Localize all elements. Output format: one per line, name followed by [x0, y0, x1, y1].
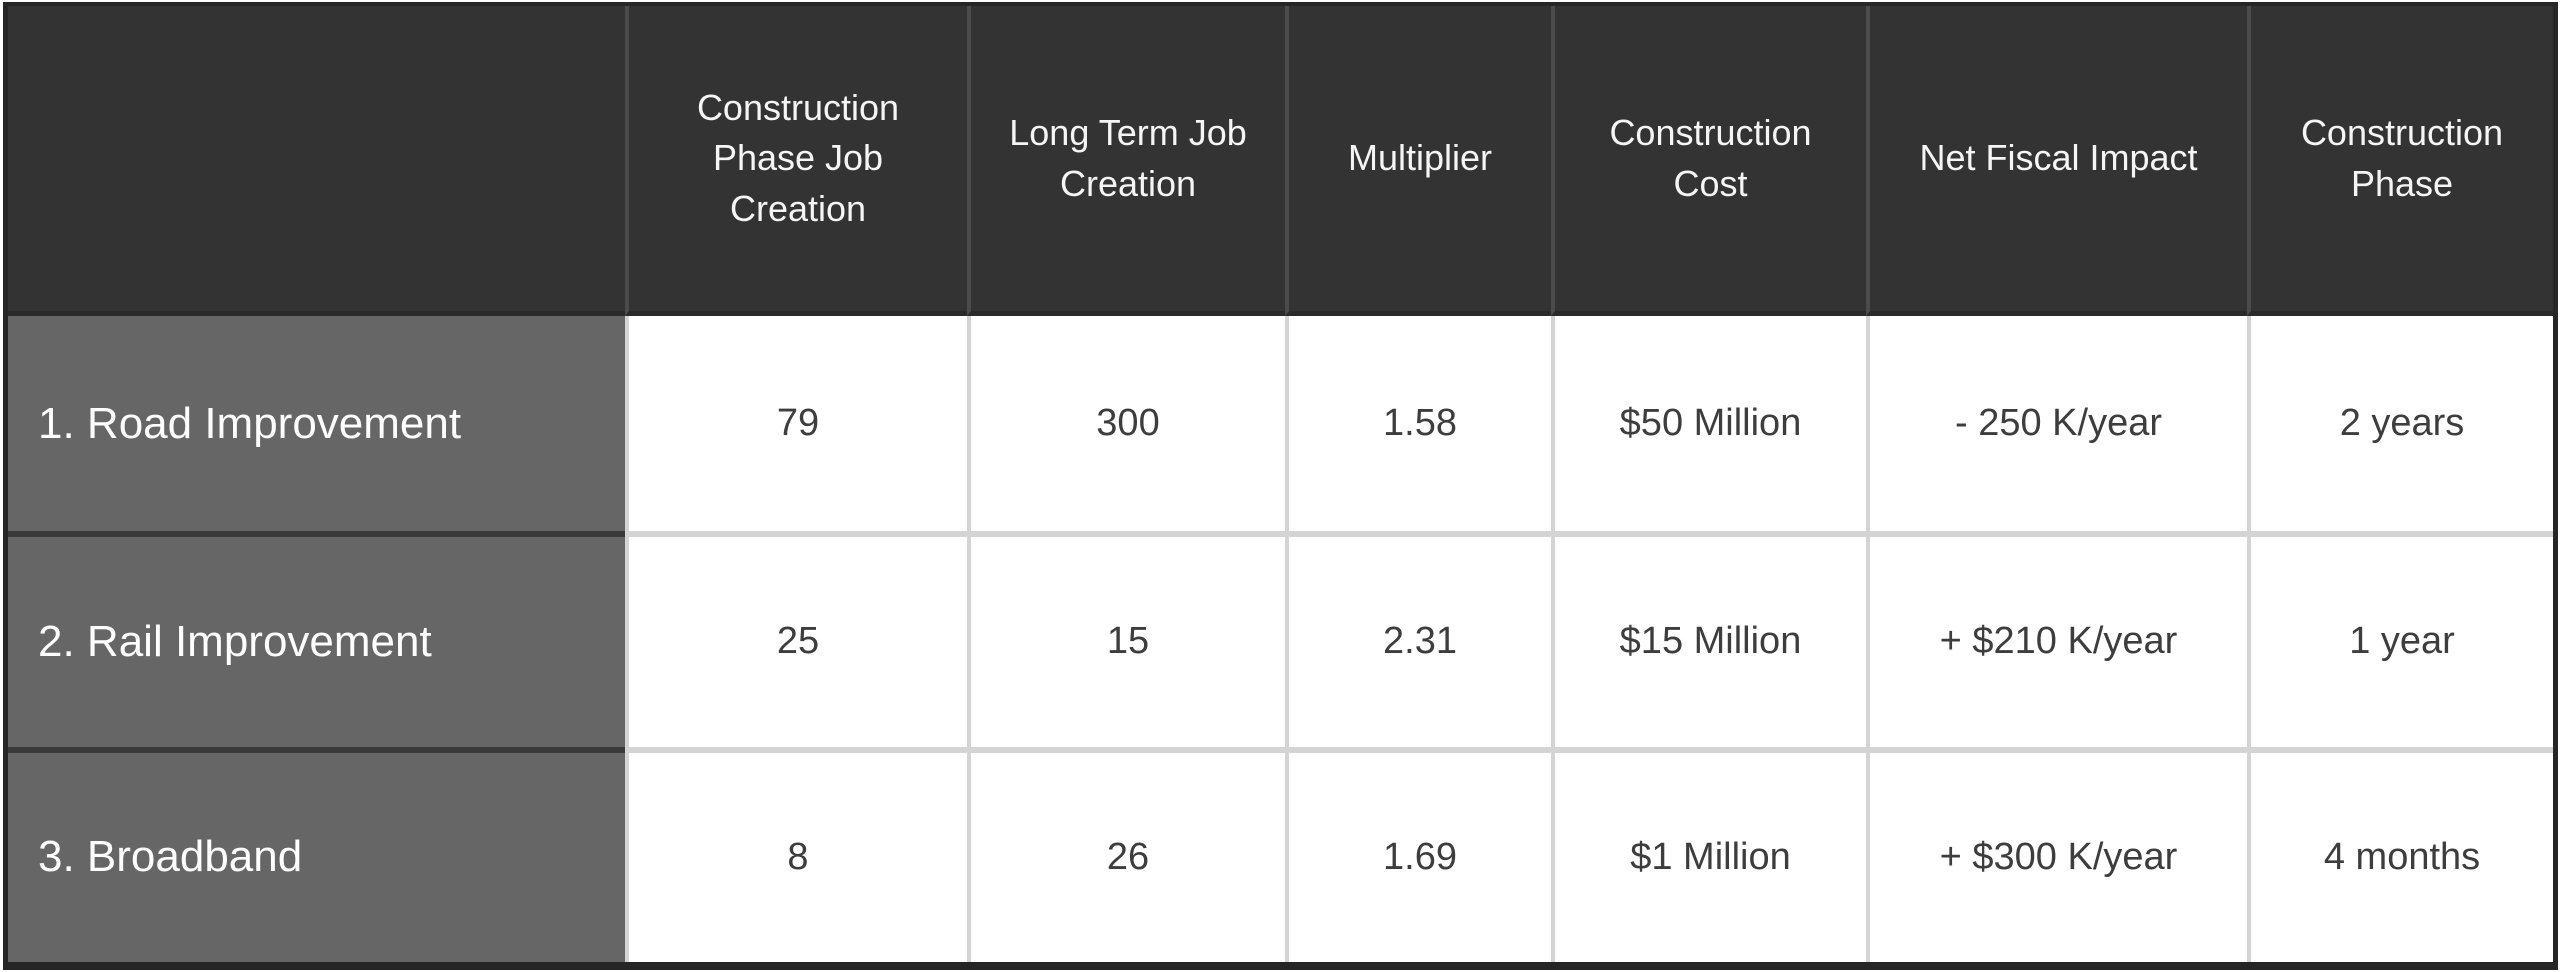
cell-road-construction-phase-jobs: 79 — [625, 316, 967, 532]
table-row-broadband: 3. Broadband 8 26 1.69 $1 Million + $300… — [8, 746, 2553, 962]
table-row-road-improvement: 1. Road Improvement 79 300 1.58 $50 Mill… — [8, 316, 2553, 532]
table-row-rail-improvement: 2. Rail Improvement 25 15 2.31 $15 Milli… — [8, 531, 2553, 747]
cell-rail-construction-phase-jobs: 25 — [625, 531, 967, 747]
column-header-blank — [8, 6, 625, 316]
column-header-construction-phase: Construction Phase — [2247, 6, 2553, 316]
cell-rail-long-term-jobs: 15 — [967, 531, 1285, 747]
cell-road-net-fiscal-impact: - 250 K/year — [1866, 316, 2247, 532]
cell-broadband-construction-phase: 4 months — [2247, 746, 2553, 962]
cell-broadband-construction-cost: $1 Million — [1551, 746, 1866, 962]
cell-rail-multiplier: 2.31 — [1285, 531, 1551, 747]
column-header-multiplier: Multiplier — [1285, 6, 1551, 316]
header-row: Construction Phase Job Creation Long Ter… — [8, 6, 2553, 316]
project-comparison-table: Construction Phase Job Creation Long Ter… — [8, 6, 2553, 962]
cell-road-long-term-jobs: 300 — [967, 316, 1285, 532]
column-header-construction-cost: Construction Cost — [1551, 6, 1866, 316]
cell-broadband-construction-phase-jobs: 8 — [625, 746, 967, 962]
cell-road-construction-phase: 2 years — [2247, 316, 2553, 532]
cell-broadband-multiplier: 1.69 — [1285, 746, 1551, 962]
row-label-rail-improvement: 2. Rail Improvement — [8, 531, 625, 747]
column-header-construction-phase-job-creation: Construction Phase Job Creation — [625, 6, 967, 316]
cell-rail-construction-phase: 1 year — [2247, 531, 2553, 747]
column-header-net-fiscal-impact: Net Fiscal Impact — [1866, 6, 2247, 316]
cell-broadband-net-fiscal-impact: + $300 K/year — [1866, 746, 2247, 962]
project-comparison-table-frame: Construction Phase Job Creation Long Ter… — [3, 2, 2558, 970]
cell-broadband-long-term-jobs: 26 — [967, 746, 1285, 962]
cell-road-multiplier: 1.58 — [1285, 316, 1551, 532]
row-label-broadband: 3. Broadband — [8, 746, 625, 962]
row-label-road-improvement: 1. Road Improvement — [8, 316, 625, 532]
cell-road-construction-cost: $50 Million — [1551, 316, 1866, 532]
column-header-long-term-job-creation: Long Term Job Creation — [967, 6, 1285, 316]
cell-rail-net-fiscal-impact: + $210 K/year — [1866, 531, 2247, 747]
cell-rail-construction-cost: $15 Million — [1551, 531, 1866, 747]
